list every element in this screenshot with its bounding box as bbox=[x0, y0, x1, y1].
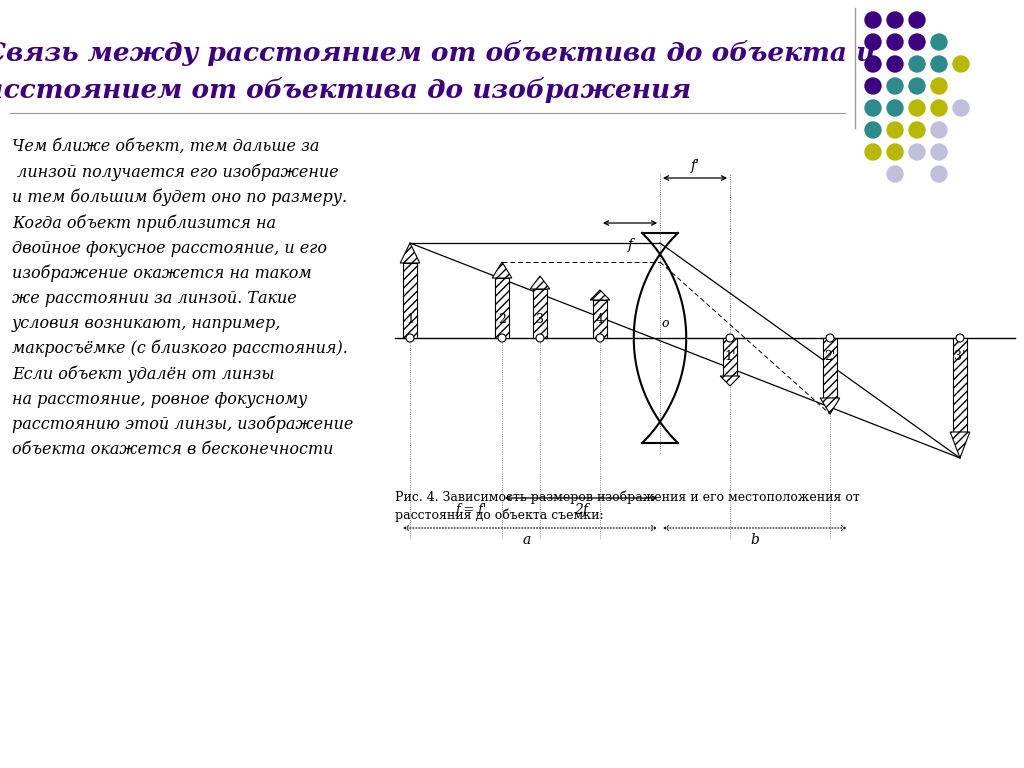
Circle shape bbox=[887, 12, 903, 28]
Text: 2': 2' bbox=[824, 350, 836, 363]
Circle shape bbox=[953, 100, 969, 116]
Bar bbox=[403, 263, 417, 338]
Circle shape bbox=[887, 78, 903, 94]
Circle shape bbox=[536, 334, 544, 342]
Text: Связь между расстоянием от объектива до объекта и: Связь между расстоянием от объектива до … bbox=[0, 40, 876, 66]
Text: f: f bbox=[628, 238, 633, 252]
Circle shape bbox=[909, 56, 925, 72]
Text: Чем ближе объект, тем дальше за
 линзой получается его изображение
и тем большим: Чем ближе объект, тем дальше за линзой п… bbox=[12, 138, 353, 458]
Circle shape bbox=[887, 56, 903, 72]
Circle shape bbox=[406, 334, 414, 342]
Polygon shape bbox=[720, 376, 739, 386]
Circle shape bbox=[931, 144, 947, 160]
Text: 1: 1 bbox=[406, 313, 414, 326]
Circle shape bbox=[909, 122, 925, 138]
Circle shape bbox=[865, 122, 881, 138]
Circle shape bbox=[909, 34, 925, 50]
Circle shape bbox=[887, 100, 903, 116]
Polygon shape bbox=[493, 262, 512, 278]
Circle shape bbox=[498, 334, 506, 342]
Text: 3': 3' bbox=[954, 350, 966, 363]
Circle shape bbox=[931, 56, 947, 72]
Circle shape bbox=[909, 100, 925, 116]
Text: a: a bbox=[523, 533, 531, 547]
Circle shape bbox=[826, 334, 834, 342]
Circle shape bbox=[865, 12, 881, 28]
Text: f = f': f = f' bbox=[456, 503, 487, 516]
Polygon shape bbox=[950, 432, 970, 458]
Bar bbox=[953, 338, 967, 432]
Text: b: b bbox=[751, 533, 760, 547]
Bar bbox=[723, 338, 737, 376]
Polygon shape bbox=[820, 398, 840, 414]
Circle shape bbox=[931, 122, 947, 138]
Circle shape bbox=[865, 34, 881, 50]
Circle shape bbox=[887, 166, 903, 182]
Circle shape bbox=[887, 34, 903, 50]
Text: расстоянием от объектива до изображения: расстоянием от объектива до изображения bbox=[0, 77, 691, 103]
Text: f': f' bbox=[690, 159, 699, 173]
Circle shape bbox=[865, 78, 881, 94]
Bar bbox=[534, 289, 547, 338]
Text: 4: 4 bbox=[596, 313, 604, 326]
Circle shape bbox=[887, 144, 903, 160]
Text: Рис. 4. Зависимость размеров изображения и его местоположения от
расстояния до о: Рис. 4. Зависимость размеров изображения… bbox=[395, 490, 860, 522]
Bar bbox=[495, 278, 509, 338]
Polygon shape bbox=[590, 290, 610, 300]
Polygon shape bbox=[530, 276, 550, 289]
Bar bbox=[593, 300, 607, 338]
Text: 2f: 2f bbox=[574, 503, 588, 517]
Circle shape bbox=[953, 56, 969, 72]
Circle shape bbox=[909, 12, 925, 28]
Circle shape bbox=[726, 334, 734, 342]
Circle shape bbox=[865, 100, 881, 116]
Circle shape bbox=[931, 78, 947, 94]
Circle shape bbox=[865, 144, 881, 160]
Circle shape bbox=[931, 166, 947, 182]
Bar bbox=[823, 338, 837, 398]
Polygon shape bbox=[400, 243, 420, 263]
Text: 1': 1' bbox=[724, 350, 736, 363]
Text: o: o bbox=[662, 317, 669, 330]
Circle shape bbox=[931, 34, 947, 50]
Circle shape bbox=[909, 78, 925, 94]
Text: 2: 2 bbox=[498, 313, 506, 326]
Circle shape bbox=[956, 334, 964, 342]
Circle shape bbox=[909, 144, 925, 160]
Circle shape bbox=[596, 334, 604, 342]
Text: 3: 3 bbox=[536, 313, 544, 326]
Circle shape bbox=[887, 122, 903, 138]
Circle shape bbox=[865, 56, 881, 72]
Circle shape bbox=[931, 100, 947, 116]
